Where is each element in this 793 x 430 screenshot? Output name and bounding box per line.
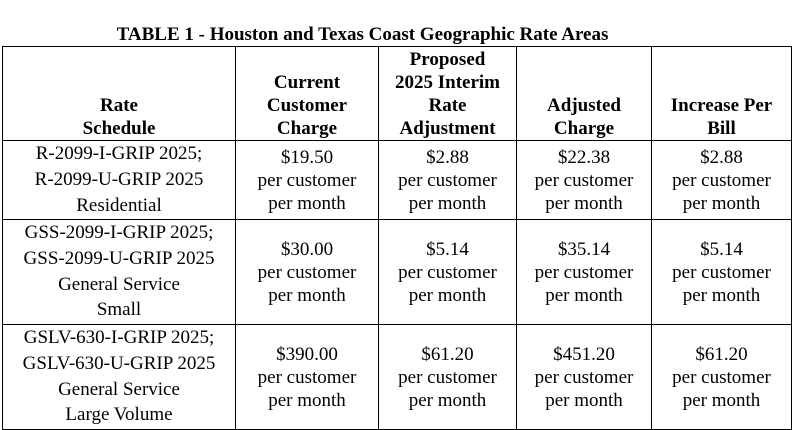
header-proposed-adjustment: Proposed 2025 Interim Rate Adjustment bbox=[378, 46, 517, 141]
unit: per customer bbox=[398, 261, 497, 283]
unit: per customer bbox=[534, 366, 634, 388]
adjusted-charge-cell: $22.38 per customer per month bbox=[516, 140, 652, 220]
increase-per-bill-cell: $5.14 per customer per month bbox=[651, 219, 792, 325]
unit: per month bbox=[268, 389, 346, 411]
header-line: Proposed bbox=[409, 49, 486, 70]
unit: per month bbox=[682, 389, 761, 411]
adjusted-charge-cell: $35.14 per customer per month bbox=[516, 219, 652, 325]
unit: per month bbox=[545, 389, 623, 411]
rate-schedule-cell: GSS-2099-I-GRIP 2025; GSS-2099-U-GRIP 20… bbox=[2, 219, 236, 325]
current-charge-cell: $19.50 per customer per month bbox=[235, 140, 379, 220]
header-line: Adjusted bbox=[547, 95, 621, 116]
unit: per month bbox=[545, 284, 623, 306]
header-line: Increase Per bbox=[670, 95, 773, 116]
unit: per month bbox=[408, 389, 487, 411]
increase-per-bill-cell: $2.88 per customer per month bbox=[651, 140, 792, 220]
unit: per month bbox=[408, 284, 487, 306]
header-line: Current bbox=[273, 72, 341, 93]
header-line: Rate bbox=[100, 95, 138, 116]
table-row: GSS-2099-I-GRIP 2025; GSS-2099-U-GRIP 20… bbox=[2, 219, 792, 325]
increase-per-bill-cell: $61.20 per customer per month bbox=[651, 324, 792, 430]
schedule-line: General Service bbox=[58, 379, 180, 400]
unit: per customer bbox=[534, 169, 634, 191]
amount: $451.20 bbox=[553, 343, 615, 365]
amount: $30.00 bbox=[280, 238, 334, 260]
rate-schedule-cell: GSLV-630-I-GRIP 2025; GSLV-630-U-GRIP 20… bbox=[2, 324, 236, 430]
schedule-line: Residential bbox=[76, 195, 162, 216]
unit: per customer bbox=[257, 169, 357, 191]
amount: $390.00 bbox=[276, 343, 338, 365]
unit: per customer bbox=[534, 261, 634, 283]
table-row: R-2099-I-GRIP 2025; R-2099-U-GRIP 2025 R… bbox=[2, 140, 792, 220]
amount: $61.20 bbox=[421, 343, 474, 365]
amount: $5.14 bbox=[426, 238, 469, 260]
proposed-adjustment-cell: $5.14 per customer per month bbox=[378, 219, 517, 325]
unit: per customer bbox=[257, 366, 357, 388]
table-row: GSLV-630-I-GRIP 2025; GSLV-630-U-GRIP 20… bbox=[2, 324, 792, 430]
header-line: Customer bbox=[266, 95, 348, 116]
header-line: 2025 Interim bbox=[394, 72, 500, 93]
header-adjusted-charge: Adjusted Charge bbox=[516, 46, 652, 141]
current-charge-cell: $30.00 per customer per month bbox=[235, 219, 379, 325]
unit: per month bbox=[682, 192, 761, 214]
unit: per month bbox=[545, 192, 623, 214]
header-line: Bill bbox=[707, 118, 736, 139]
unit: per customer bbox=[672, 366, 771, 388]
proposed-adjustment-cell: $61.20 per customer per month bbox=[378, 324, 517, 430]
rate-schedule-cell: R-2099-I-GRIP 2025; R-2099-U-GRIP 2025 R… bbox=[2, 140, 236, 220]
unit: per customer bbox=[398, 169, 497, 191]
amount: $5.14 bbox=[700, 238, 743, 260]
unit: per month bbox=[268, 284, 346, 306]
header-line: Charge bbox=[276, 118, 338, 139]
current-charge-cell: $390.00 per customer per month bbox=[235, 324, 379, 430]
table-title: TABLE 1 - Houston and Texas Coast Geogra… bbox=[116, 24, 609, 45]
header-row: Rate Schedule Current Customer Charge Pr… bbox=[2, 46, 792, 141]
adjusted-charge-cell: $451.20 per customer per month bbox=[516, 324, 652, 430]
header-increase-per-bill: Increase Per Bill bbox=[651, 46, 792, 141]
schedule-line: GSS-2099-I-GRIP 2025; bbox=[24, 222, 214, 243]
amount: $22.38 bbox=[557, 146, 611, 168]
unit: per customer bbox=[257, 261, 357, 283]
header-line: Schedule bbox=[82, 118, 156, 139]
header-rate-schedule: Rate Schedule bbox=[2, 46, 236, 141]
amount: $35.14 bbox=[557, 238, 611, 260]
schedule-line: Large Volume bbox=[65, 404, 173, 425]
schedule-line: GSLV-630-U-GRIP 2025 bbox=[22, 353, 216, 374]
header-line: Adjustment bbox=[399, 118, 496, 139]
amount: $61.20 bbox=[695, 343, 748, 365]
unit: per customer bbox=[672, 169, 771, 191]
schedule-line: General Service bbox=[58, 274, 180, 295]
schedule-line: R-2099-I-GRIP 2025; bbox=[35, 143, 203, 164]
schedule-line: GSS-2099-U-GRIP 2025 bbox=[23, 248, 215, 269]
schedule-line: Small bbox=[96, 299, 142, 320]
unit: per customer bbox=[672, 261, 771, 283]
amount: $19.50 bbox=[280, 146, 334, 168]
unit: per month bbox=[682, 284, 761, 306]
proposed-adjustment-cell: $2.88 per customer per month bbox=[378, 140, 517, 220]
amount: $2.88 bbox=[426, 146, 469, 168]
header-line: Charge bbox=[553, 118, 615, 139]
schedule-line: GSLV-630-I-GRIP 2025; bbox=[23, 327, 215, 348]
header-current-customer-charge: Current Customer Charge bbox=[235, 46, 379, 141]
schedule-line: R-2099-U-GRIP 2025 bbox=[34, 169, 204, 190]
unit: per month bbox=[408, 192, 487, 214]
header-line: Rate bbox=[428, 95, 467, 116]
unit: per month bbox=[268, 192, 346, 214]
amount: $2.88 bbox=[700, 146, 743, 168]
unit: per customer bbox=[398, 366, 497, 388]
rate-table: Rate Schedule Current Customer Charge Pr… bbox=[2, 46, 792, 430]
